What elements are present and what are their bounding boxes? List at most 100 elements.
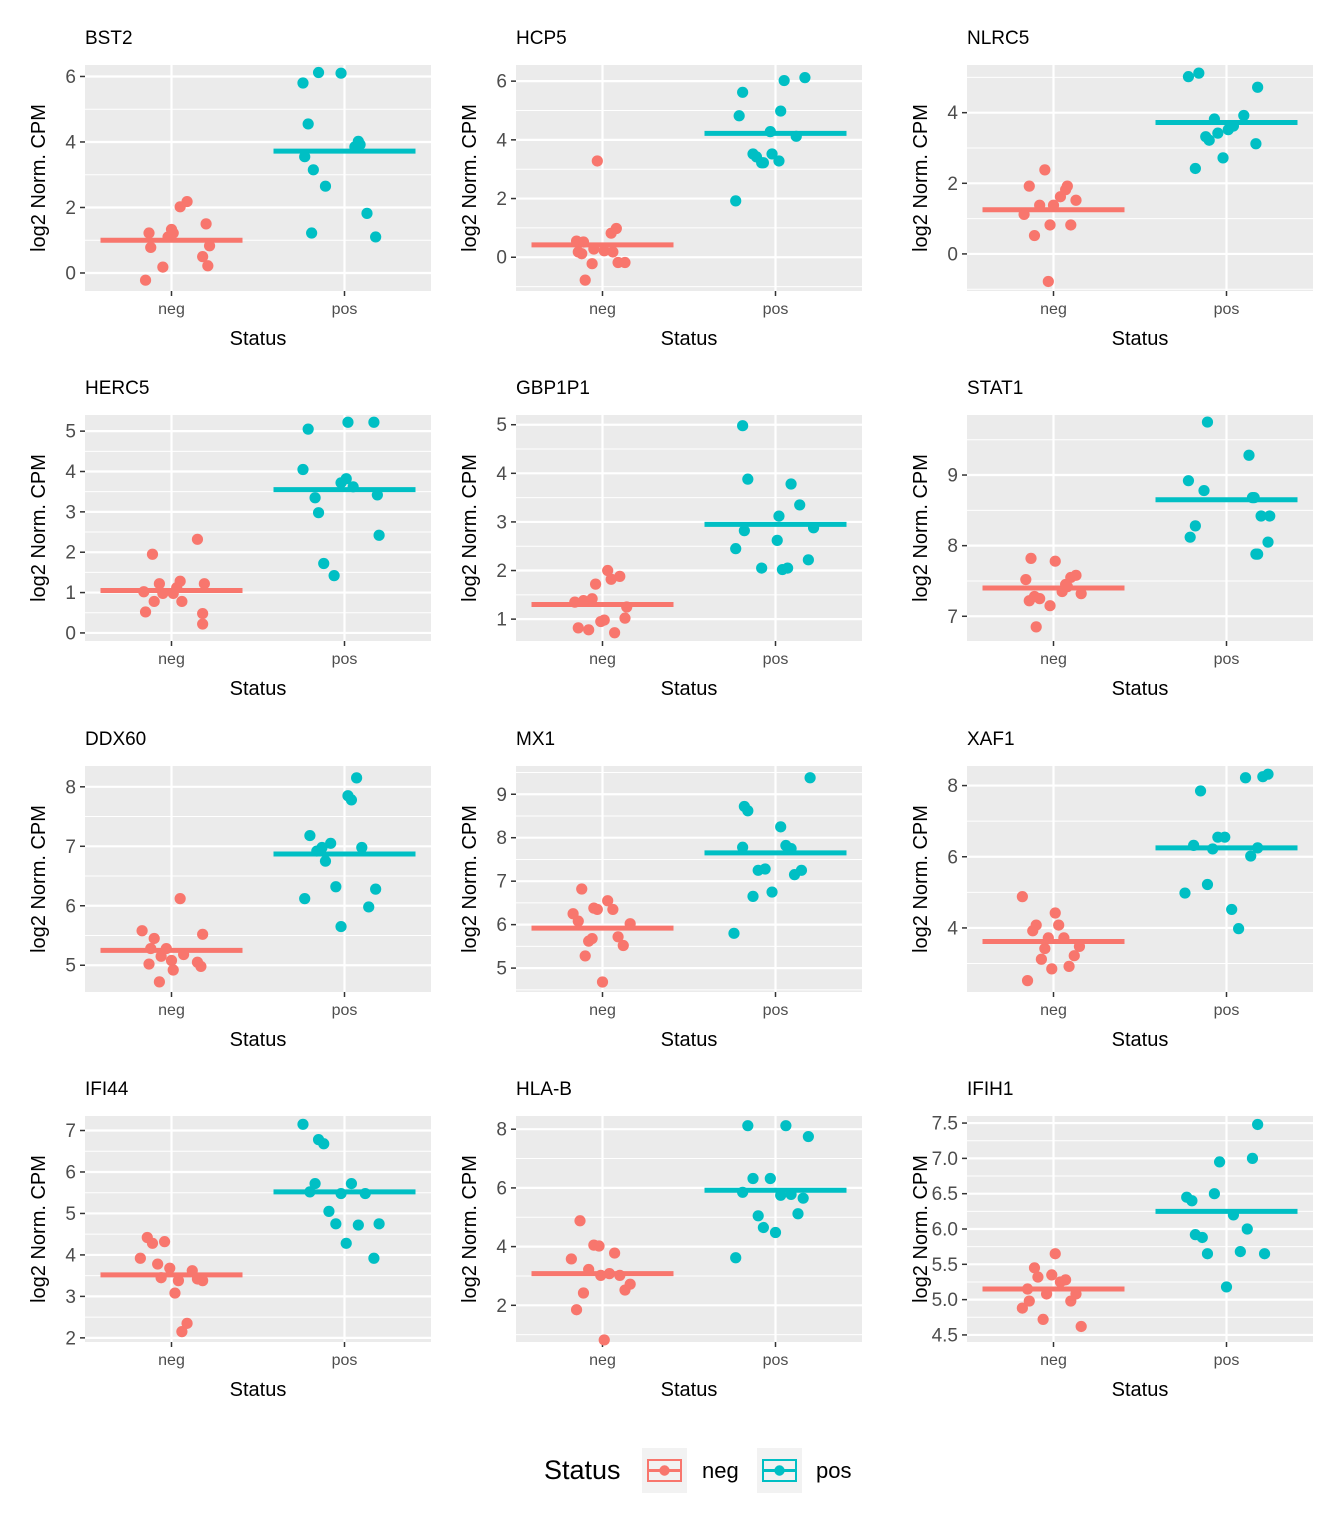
data-point bbox=[742, 1120, 754, 1132]
data-point bbox=[1212, 127, 1224, 139]
y-axis-label: log2 Norm. CPM bbox=[910, 454, 932, 602]
data-point bbox=[176, 595, 188, 608]
data-point bbox=[319, 855, 332, 867]
data-point bbox=[1039, 164, 1051, 176]
data-point bbox=[197, 618, 209, 630]
y-axis-label: log2 Norm. CPM bbox=[28, 454, 50, 602]
data-point bbox=[1049, 555, 1061, 567]
y-tick-label: 2 bbox=[496, 1296, 507, 1317]
data-point bbox=[596, 976, 609, 988]
data-point bbox=[309, 492, 321, 504]
data-point bbox=[1217, 152, 1229, 164]
data-point bbox=[1032, 1271, 1044, 1283]
y-tick-label: 2 bbox=[947, 174, 958, 195]
data-point bbox=[1182, 71, 1195, 83]
data-point bbox=[730, 195, 742, 207]
y-tick-label: 4.5 bbox=[932, 1325, 958, 1346]
data-point bbox=[598, 614, 610, 626]
data-point bbox=[1186, 1195, 1198, 1207]
data-point bbox=[766, 886, 778, 898]
data-point bbox=[1189, 162, 1201, 175]
data-point bbox=[775, 1189, 787, 1201]
x-tick-label: pos bbox=[763, 1002, 789, 1019]
data-point bbox=[747, 890, 759, 902]
x-tick-label: neg bbox=[589, 1002, 616, 1019]
y-axis-label: log2 Norm. CPM bbox=[28, 805, 50, 953]
data-point bbox=[773, 155, 785, 167]
data-point bbox=[297, 77, 309, 89]
data-point bbox=[756, 157, 768, 169]
data-point bbox=[1182, 475, 1195, 487]
panel-title: IFI44 bbox=[85, 1079, 129, 1100]
data-point bbox=[309, 1177, 321, 1190]
facet-panel-hla-b: HLA-B 2 4 6 8 neg pos Status log2 Norm. CPM bbox=[459, 1079, 862, 1401]
data-point bbox=[202, 260, 214, 272]
panel-title: GBP1P1 bbox=[516, 378, 590, 399]
data-point bbox=[306, 227, 318, 239]
y-tick-label: 7.5 bbox=[932, 1114, 958, 1135]
data-point bbox=[1264, 510, 1276, 522]
x-tick-label: neg bbox=[158, 1002, 185, 1019]
facet-panel-bst2: BST2 0 2 4 6 neg pos Status log2 Norm. CPM bbox=[28, 28, 431, 350]
series-pos bbox=[704, 72, 847, 207]
y-tick-label: 4 bbox=[496, 464, 507, 485]
y-tick-label: 4 bbox=[65, 1245, 76, 1266]
panel-title: NLRC5 bbox=[967, 28, 1029, 49]
data-point bbox=[583, 1263, 595, 1276]
y-tick-label: 1 bbox=[496, 610, 507, 631]
data-point bbox=[764, 1172, 776, 1185]
data-point bbox=[312, 66, 325, 79]
facet-panel-ddx60: DDX60 5 6 7 8 neg pos Status log2 Norm. CPM bbox=[28, 729, 431, 1051]
data-point bbox=[1179, 887, 1191, 899]
data-point bbox=[1188, 839, 1200, 851]
data-point bbox=[1262, 536, 1274, 548]
data-point bbox=[157, 587, 169, 599]
data-point bbox=[737, 841, 749, 853]
y-tick-label: 7 bbox=[947, 607, 958, 628]
data-point bbox=[1252, 842, 1264, 854]
data-point bbox=[373, 1218, 385, 1230]
x-tick-label: pos bbox=[1214, 301, 1240, 318]
data-point bbox=[174, 201, 186, 213]
data-point bbox=[335, 67, 347, 79]
panel-title: HLA-B bbox=[516, 1079, 572, 1100]
data-point bbox=[1058, 932, 1070, 944]
x-tick-label: pos bbox=[332, 651, 358, 668]
data-point bbox=[330, 881, 342, 893]
series-pos bbox=[273, 772, 416, 933]
data-point bbox=[795, 864, 808, 876]
panel-background bbox=[967, 65, 1313, 291]
data-point bbox=[152, 1258, 164, 1270]
series-neg bbox=[531, 883, 674, 988]
data-point bbox=[368, 416, 380, 428]
data-point bbox=[1246, 1152, 1259, 1164]
x-tick-label: neg bbox=[158, 651, 185, 668]
data-point bbox=[1060, 1274, 1072, 1286]
data-point bbox=[1213, 1156, 1226, 1168]
data-point bbox=[730, 543, 742, 555]
data-point bbox=[576, 248, 588, 260]
data-point bbox=[370, 883, 382, 895]
data-point bbox=[1201, 416, 1214, 428]
data-point bbox=[780, 1120, 792, 1132]
panel-title: IFIH1 bbox=[967, 1079, 1013, 1100]
x-tick-label: pos bbox=[763, 1352, 789, 1369]
x-axis-label: Status bbox=[661, 1029, 718, 1051]
data-point bbox=[624, 918, 636, 930]
y-tick-label: 9 bbox=[947, 466, 958, 487]
data-point bbox=[802, 554, 814, 566]
data-point bbox=[195, 960, 207, 973]
data-point bbox=[1040, 1288, 1053, 1300]
data-point bbox=[158, 1236, 171, 1248]
data-point bbox=[1049, 1248, 1061, 1260]
y-axis-label: log2 Norm. CPM bbox=[459, 1155, 481, 1303]
x-tick-label: pos bbox=[763, 651, 789, 668]
data-point bbox=[1252, 548, 1264, 560]
series-neg bbox=[531, 155, 674, 286]
data-point bbox=[157, 261, 169, 273]
data-point bbox=[778, 74, 790, 87]
data-point bbox=[807, 522, 820, 534]
data-point bbox=[612, 931, 624, 943]
y-tick-label: 4 bbox=[496, 130, 507, 151]
data-point bbox=[172, 1275, 185, 1287]
